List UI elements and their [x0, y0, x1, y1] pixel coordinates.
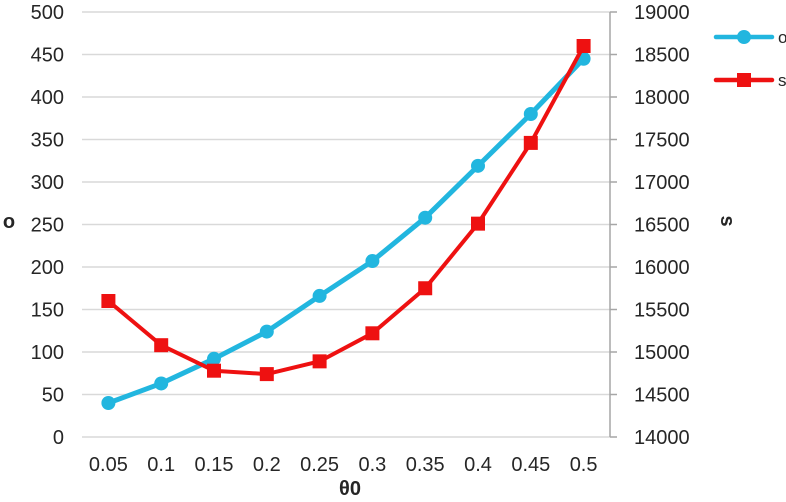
x-axis-tick-label: 0.1 [147, 454, 175, 476]
left-axis-tick-label: 450 [31, 45, 64, 67]
right-axis-tick-label: 18000 [634, 87, 690, 109]
series-line-o [105, 56, 587, 406]
right-axis-tick-label: 17500 [634, 130, 690, 152]
data-point-o [101, 396, 116, 410]
right-axis-tick-label: 16000 [634, 257, 690, 279]
x-axis-tick-label: 0.35 [406, 454, 445, 476]
data-point-s [259, 367, 274, 382]
right-axis [609, 11, 617, 438]
right-axis-tick-label: 14500 [634, 385, 690, 407]
x-axis-tick-label: 0.45 [511, 454, 550, 476]
tick-labels: 0 50 100 150 200 250 300 350 400 450 500 14000 14500… [31, 2, 690, 476]
left-axis-tick-label: 150 [31, 300, 64, 322]
right-axis-title: s [716, 215, 738, 226]
legend-label: o [778, 28, 786, 47]
data-point-s [418, 281, 433, 296]
legend-item-o: o [713, 28, 786, 47]
data-point-s [576, 39, 591, 53]
series-layer [101, 39, 591, 410]
x-axis-tick-label: 0.3 [358, 454, 386, 476]
x-axis-tick-label: 0.2 [253, 454, 281, 476]
x-axis-title: θ0 [339, 478, 361, 500]
left-axis-tick-label: 350 [31, 130, 64, 152]
legend-circle-marker-icon [737, 30, 751, 44]
right-axis-tick-label: 16500 [634, 215, 690, 237]
grid-layer [82, 11, 610, 438]
data-point-o [207, 351, 221, 366]
left-axis-tick-label: 500 [31, 2, 64, 24]
legend-item-s: s [713, 71, 786, 90]
data-point-s [312, 354, 327, 369]
right-axis-tick-label: 15000 [634, 342, 690, 364]
legend-square-marker-icon [737, 73, 751, 87]
left-axis-tick-label: 400 [31, 87, 64, 109]
left-axis-tick-label: 100 [31, 342, 64, 364]
left-axis-tick-label: 50 [42, 385, 64, 407]
data-point-s [154, 338, 169, 353]
data-point-o [365, 254, 380, 269]
data-point-o [154, 376, 169, 391]
data-point-o [312, 288, 327, 303]
left-axis-tick-label: 250 [31, 215, 64, 237]
data-point-o [523, 107, 538, 121]
x-axis-tick-label: 0.4 [464, 454, 492, 476]
x-axis-tick-label: 0.25 [300, 454, 339, 476]
right-axis-tick-label: 15500 [634, 300, 690, 322]
legend-label: s [778, 71, 786, 90]
data-point-s [101, 294, 116, 308]
right-axis-tick-label: 17000 [634, 172, 690, 194]
x-axis-tick-label: 0.05 [89, 454, 128, 476]
right-axis-tick-label: 19000 [634, 2, 690, 24]
data-point-o [471, 158, 485, 173]
data-point-o [259, 324, 274, 339]
x-axis-tick-label: 0.15 [195, 454, 234, 476]
right-axis-tick-label: 18500 [634, 45, 690, 67]
data-point-o [418, 210, 433, 225]
left-axis-tick-label: 0 [53, 427, 64, 449]
data-point-s [365, 326, 380, 341]
left-axis-tick-label: 200 [31, 257, 64, 279]
series-line-s [106, 44, 586, 377]
right-axis-tick-label: 14000 [634, 427, 690, 449]
data-point-s [471, 216, 485, 231]
left-axis-tick-label: 300 [31, 172, 64, 194]
data-point-s [523, 135, 538, 150]
left-axis-title: o [3, 211, 15, 233]
legend: os [713, 28, 786, 90]
data-point-s [207, 363, 221, 378]
x-axis-tick-label: 0.5 [570, 454, 598, 476]
